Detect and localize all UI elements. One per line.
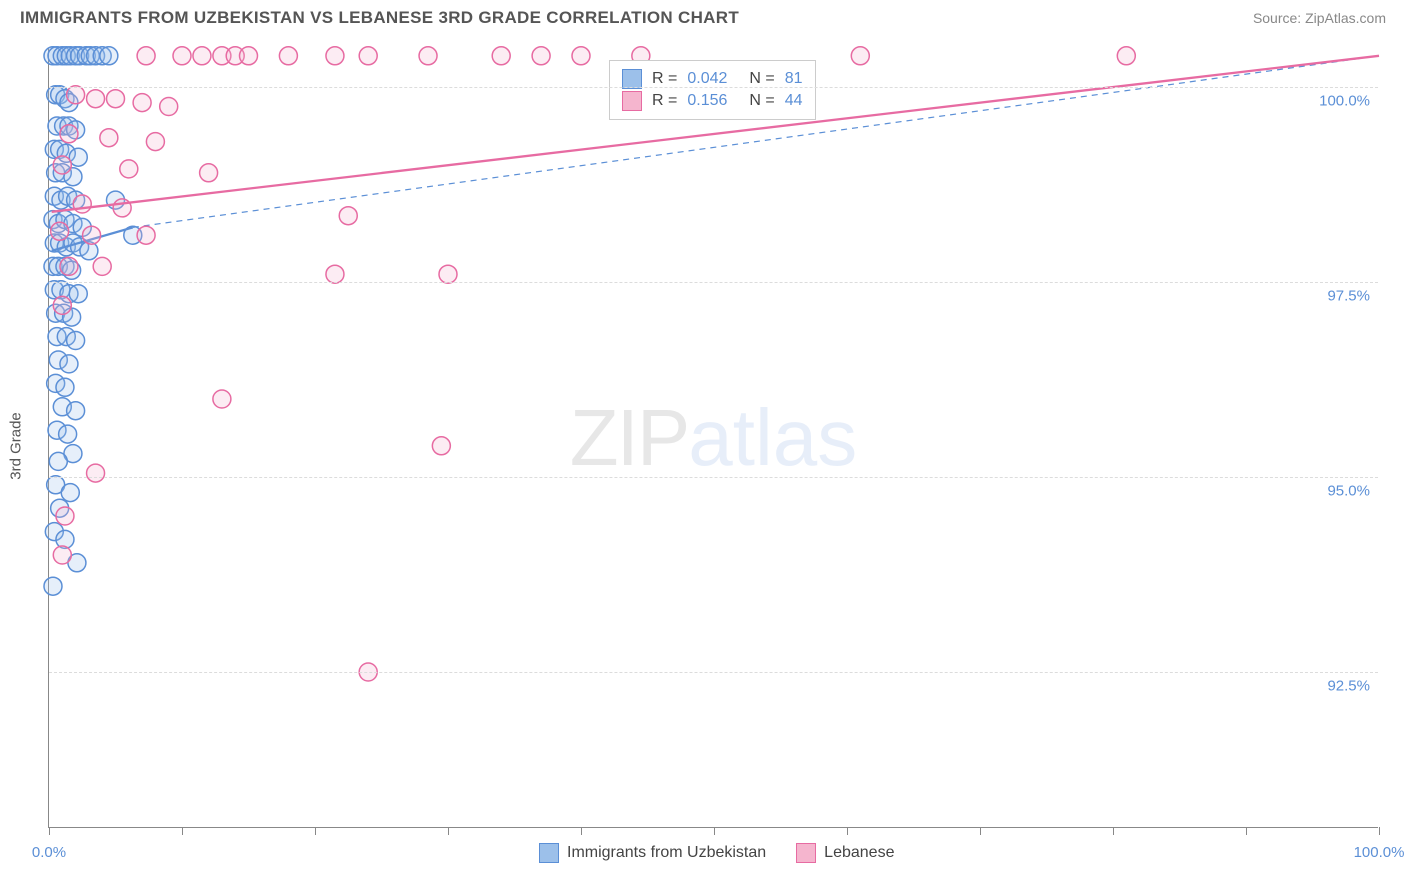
gridline-h — [49, 87, 1378, 88]
data-point-uzbekistan — [67, 402, 85, 420]
stats-n-label-2: N = — [749, 92, 774, 110]
data-point-lebanese — [100, 129, 118, 147]
swatch-lebanese — [622, 91, 642, 111]
data-point-uzbekistan — [67, 332, 85, 350]
data-point-lebanese — [432, 437, 450, 455]
data-point-lebanese — [173, 47, 191, 65]
data-point-lebanese — [137, 47, 155, 65]
data-point-lebanese — [213, 390, 231, 408]
data-point-uzbekistan — [56, 378, 74, 396]
chart-plot-area: ZIPatlas R = 0.042 N = 81 R = 0.156 N = … — [48, 48, 1378, 828]
data-point-lebanese — [492, 47, 510, 65]
data-point-lebanese — [73, 195, 91, 213]
data-point-lebanese — [419, 47, 437, 65]
data-point-lebanese — [83, 226, 101, 244]
data-point-lebanese — [60, 257, 78, 275]
data-point-lebanese — [107, 90, 125, 108]
stats-n-label-1: N = — [749, 70, 774, 88]
x-tick — [1379, 827, 1380, 835]
gridline-h — [49, 282, 1378, 283]
data-point-lebanese — [240, 47, 258, 65]
data-point-lebanese — [133, 94, 151, 112]
x-tick — [448, 827, 449, 835]
data-point-lebanese — [53, 546, 71, 564]
x-tick — [182, 827, 183, 835]
legend-swatch-lebanese — [796, 843, 816, 863]
data-point-lebanese — [1117, 47, 1135, 65]
data-point-lebanese — [53, 296, 71, 314]
stats-r-label-2: R = — [652, 92, 677, 110]
source-attribution: Source: ZipAtlas.com — [1253, 10, 1386, 26]
x-tick — [980, 827, 981, 835]
y-tick-label: 97.5% — [1325, 288, 1372, 305]
data-point-lebanese — [51, 222, 69, 240]
x-tick — [315, 827, 316, 835]
stats-r-val-2: 0.156 — [687, 92, 727, 110]
bottom-legend: Immigrants from Uzbekistan Lebanese — [539, 843, 894, 863]
data-point-lebanese — [851, 47, 869, 65]
data-point-lebanese — [87, 464, 105, 482]
data-point-uzbekistan — [69, 285, 87, 303]
y-tick-label: 92.5% — [1325, 678, 1372, 695]
stats-row-uzbekistan: R = 0.042 N = 81 — [622, 69, 803, 89]
data-point-uzbekistan — [59, 425, 77, 443]
data-point-lebanese — [439, 265, 457, 283]
data-point-lebanese — [120, 160, 138, 178]
data-point-lebanese — [93, 257, 111, 275]
chart-title: IMMIGRANTS FROM UZBEKISTAN VS LEBANESE 3… — [20, 8, 739, 28]
source-label: Source: — [1253, 10, 1301, 26]
data-point-lebanese — [137, 226, 155, 244]
data-point-uzbekistan — [44, 577, 62, 595]
swatch-uzbekistan — [622, 69, 642, 89]
stats-n-val-2: 44 — [785, 92, 803, 110]
data-point-lebanese — [572, 47, 590, 65]
data-point-uzbekistan — [61, 484, 79, 502]
legend-swatch-uzbekistan — [539, 843, 559, 863]
data-point-lebanese — [359, 47, 377, 65]
data-point-uzbekistan — [100, 47, 118, 65]
source-link[interactable]: ZipAtlas.com — [1305, 10, 1386, 26]
stats-r-label-1: R = — [652, 70, 677, 88]
x-tick-label: 100.0% — [1354, 844, 1405, 861]
x-tick — [714, 827, 715, 835]
legend-item-lebanese: Lebanese — [796, 843, 894, 863]
data-point-lebanese — [200, 164, 218, 182]
data-point-lebanese — [87, 90, 105, 108]
data-point-lebanese — [160, 98, 178, 116]
gridline-h — [49, 477, 1378, 478]
data-point-uzbekistan — [60, 355, 78, 373]
legend-item-uzbekistan: Immigrants from Uzbekistan — [539, 843, 766, 863]
gridline-h — [49, 672, 1378, 673]
data-point-lebanese — [339, 207, 357, 225]
data-point-lebanese — [326, 265, 344, 283]
scatter-svg — [49, 48, 1378, 827]
legend-label-lebanese: Lebanese — [824, 844, 894, 862]
x-tick-label: 0.0% — [32, 844, 66, 861]
data-point-lebanese — [279, 47, 297, 65]
x-tick — [1246, 827, 1247, 835]
data-point-lebanese — [532, 47, 550, 65]
data-point-uzbekistan — [69, 148, 87, 166]
data-point-lebanese — [53, 156, 71, 174]
data-point-lebanese — [146, 133, 164, 151]
data-point-lebanese — [326, 47, 344, 65]
x-tick — [581, 827, 582, 835]
data-point-uzbekistan — [49, 452, 67, 470]
y-axis-label: 3rd Grade — [8, 412, 25, 480]
x-tick — [1113, 827, 1114, 835]
data-point-lebanese — [67, 86, 85, 104]
data-point-lebanese — [193, 47, 211, 65]
data-point-lebanese — [60, 125, 78, 143]
stats-n-val-1: 81 — [785, 70, 803, 88]
y-tick-label: 95.0% — [1325, 483, 1372, 500]
data-point-lebanese — [113, 199, 131, 217]
stats-legend-box: R = 0.042 N = 81 R = 0.156 N = 44 — [609, 60, 816, 120]
x-tick — [49, 827, 50, 835]
x-tick — [847, 827, 848, 835]
stats-r-val-1: 0.042 — [687, 70, 727, 88]
y-tick-label: 100.0% — [1317, 93, 1372, 110]
data-point-lebanese — [56, 507, 74, 525]
legend-label-uzbekistan: Immigrants from Uzbekistan — [567, 844, 766, 862]
stats-row-lebanese: R = 0.156 N = 44 — [622, 91, 803, 111]
